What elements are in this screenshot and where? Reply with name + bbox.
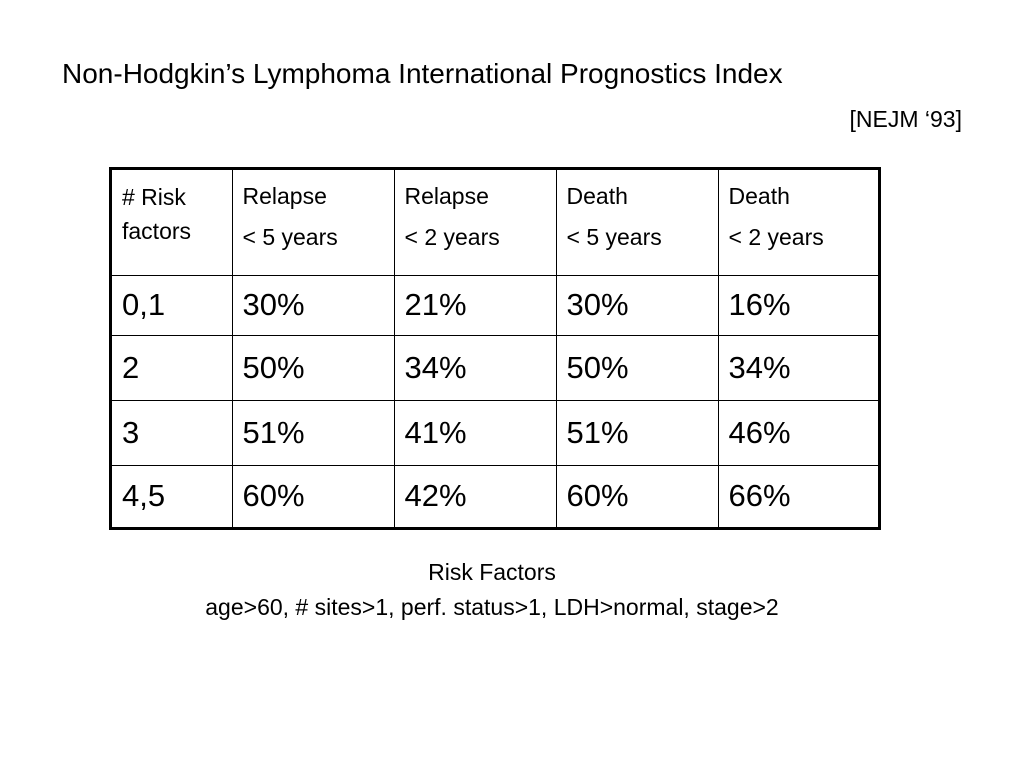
header-line-2: < 5 years (566, 224, 662, 250)
header-line-2: < 5 years (242, 224, 338, 250)
header-line-2: < 2 years (728, 224, 824, 250)
cell-risk-count: 0,1 (112, 274, 233, 336)
header-line-1: Death (566, 183, 628, 209)
table-row: 0,1 30% 21% 30% 16% (112, 274, 878, 336)
cell-death-2y: 46% (717, 399, 878, 466)
slide-title: Non-Hodgkin’s Lymphoma International Pro… (62, 58, 783, 89)
cell-relapse-5y: 51% (231, 399, 395, 466)
cell-death-5y: 51% (555, 399, 719, 466)
cell-death-2y: 34% (717, 334, 878, 401)
citation: [NEJM ‘93] (849, 106, 962, 132)
prognostic-index-table: # Risk factors Relapse < 5 years Relapse… (109, 167, 881, 530)
cell-death-5y: 50% (555, 334, 719, 401)
cell-death-5y: 60% (555, 464, 719, 527)
cell-relapse-2y: 34% (393, 334, 557, 401)
header-line-1: Relapse (242, 183, 327, 209)
ipi-table: # Risk factors Relapse < 5 years Relapse… (112, 170, 878, 527)
cell-risk-count: 4,5 (112, 464, 233, 527)
cell-death-2y: 16% (717, 274, 878, 336)
header-death-2y: Death < 2 years (717, 170, 878, 276)
table-row: 4,5 60% 42% 60% 66% (112, 464, 878, 527)
cell-risk-count: 3 (112, 399, 233, 466)
cell-relapse-2y: 41% (393, 399, 557, 466)
header-line-1: Relapse (404, 183, 489, 209)
header-line-1: Death (728, 183, 790, 209)
header-line-1: # Risk (122, 184, 186, 210)
cell-relapse-5y: 50% (231, 334, 395, 401)
risk-factors-heading: Risk Factors (428, 559, 556, 585)
table-row: 3 51% 41% 51% 46% (112, 399, 878, 466)
cell-relapse-2y: 21% (393, 274, 557, 336)
table-row: 2 50% 34% 50% 34% (112, 334, 878, 401)
header-relapse-2y: Relapse < 2 years (393, 170, 557, 276)
cell-death-2y: 66% (717, 464, 878, 527)
header-line-2: < 2 years (404, 224, 500, 250)
cell-risk-count: 2 (112, 334, 233, 401)
cell-relapse-5y: 60% (231, 464, 395, 527)
cell-relapse-2y: 42% (393, 464, 557, 527)
cell-relapse-5y: 30% (231, 274, 395, 336)
risk-factors-list: age>60, # sites>1, perf. status>1, LDH>n… (205, 594, 779, 620)
cell-death-5y: 30% (555, 274, 719, 336)
header-death-5y: Death < 5 years (555, 170, 719, 276)
header-risk-factors: # Risk factors (112, 170, 233, 276)
header-line-2: factors (122, 218, 192, 244)
header-relapse-5y: Relapse < 5 years (231, 170, 395, 276)
table-header-row: # Risk factors Relapse < 5 years Relapse… (112, 170, 878, 276)
